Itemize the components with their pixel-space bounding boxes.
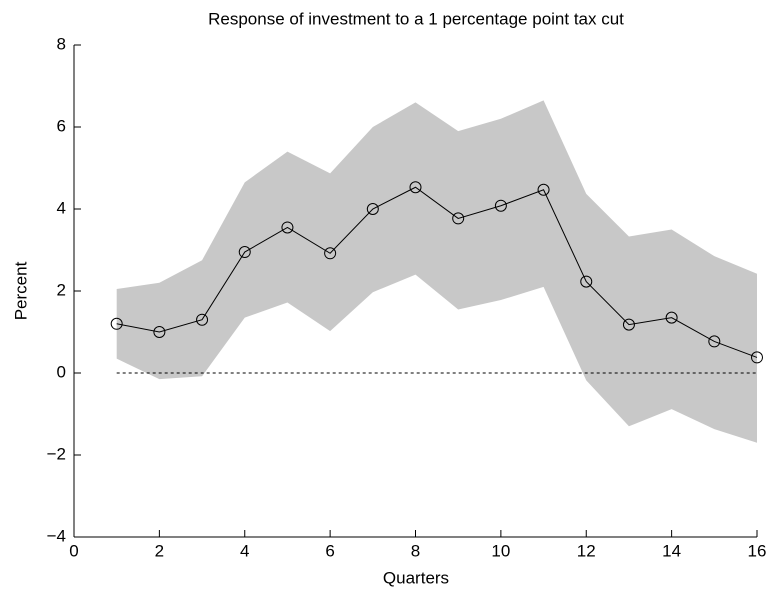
marker — [324, 247, 337, 260]
marker — [153, 326, 166, 338]
y-tick-label: −4 — [47, 526, 66, 545]
x-tick-label: 2 — [155, 541, 164, 560]
x-tick-label: 16 — [748, 541, 767, 560]
marker — [196, 313, 209, 326]
y-tick-label: 8 — [57, 34, 66, 53]
marker — [665, 311, 678, 324]
x-tick-label: 12 — [577, 541, 596, 560]
marker — [110, 317, 123, 330]
marker — [494, 199, 507, 212]
x-tick-label: 0 — [69, 541, 78, 560]
marker — [622, 318, 635, 331]
line — [116, 186, 758, 358]
marker — [537, 183, 550, 196]
y-tick-label: 2 — [57, 280, 66, 299]
marker — [366, 203, 379, 215]
marker — [580, 275, 593, 288]
x-tick-label: 14 — [662, 541, 681, 560]
x-tick-label: 4 — [240, 541, 249, 560]
y-tick-label: 6 — [57, 116, 66, 135]
y-tick-label: 0 — [57, 362, 66, 381]
marker — [751, 351, 763, 364]
x-tick-label: 8 — [411, 541, 420, 560]
x-tick-label: 6 — [325, 541, 334, 560]
x-tick-label: 10 — [491, 541, 510, 560]
marker — [452, 212, 465, 225]
marker — [708, 335, 721, 348]
y-axis-label: Percent — [11, 261, 30, 320]
y-tick-label: −2 — [47, 444, 66, 463]
marker — [238, 246, 251, 259]
marker — [281, 221, 294, 234]
confidence-band — [116, 100, 757, 443]
x-axis-label: Quarters — [383, 568, 449, 587]
y-tick-label: 4 — [57, 198, 66, 217]
marker — [409, 181, 422, 194]
chart-title: Response of investment to a 1 percentage… — [208, 9, 624, 28]
